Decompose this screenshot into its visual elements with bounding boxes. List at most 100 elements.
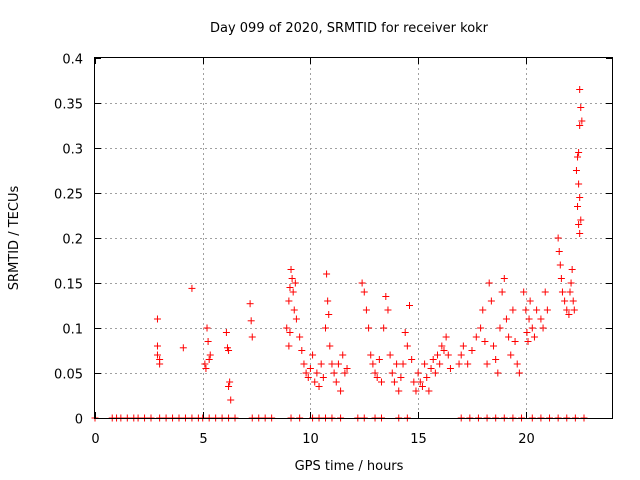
data-point (296, 333, 304, 341)
data-point (537, 315, 545, 323)
data-point (382, 293, 390, 300)
y-axis-label: SRMTID / TECUs (7, 186, 22, 291)
data-point (414, 369, 422, 377)
data-point (367, 351, 375, 359)
data-point (408, 356, 416, 363)
y-tick-label: 0.15 (54, 278, 83, 293)
data-point (360, 288, 368, 296)
data-point (530, 333, 538, 341)
data-point (341, 369, 349, 377)
data-point (395, 387, 403, 395)
axis-ticks (95, 58, 612, 419)
data-point (543, 306, 551, 314)
data-point (556, 261, 564, 269)
x-tick-label: 10 (302, 432, 319, 447)
data-point (563, 306, 571, 314)
data-point (416, 378, 424, 386)
data-point (554, 234, 562, 242)
plot-frame (94, 57, 613, 419)
data-point (323, 270, 331, 278)
data-point (575, 149, 583, 156)
data-point (509, 306, 517, 314)
data-point (309, 351, 317, 359)
grid-lines (95, 58, 612, 418)
data-point (399, 360, 407, 368)
data-point (319, 374, 327, 381)
data-point (206, 351, 214, 359)
data-point (561, 297, 569, 305)
data-point (438, 342, 446, 350)
data-point (311, 378, 319, 386)
data-point (410, 378, 418, 386)
data-point (575, 221, 583, 228)
data-point (412, 387, 420, 395)
y-tick-label: 0.4 (62, 53, 83, 68)
y-tick-label: 0.05 (54, 368, 83, 383)
data-point (306, 365, 314, 372)
data-point (533, 306, 541, 314)
data-point (485, 279, 493, 287)
data-point (203, 324, 211, 332)
data-point (222, 329, 230, 336)
data-point (494, 369, 502, 377)
data-point (513, 360, 521, 368)
y-tick-label: 0.25 (54, 188, 83, 203)
data-point (522, 306, 530, 314)
data-point (526, 297, 534, 305)
data-point (202, 365, 210, 372)
data-point (332, 378, 340, 386)
data-point (507, 351, 515, 359)
y-tick-label: 0.1 (62, 323, 83, 338)
data-point (226, 378, 234, 386)
data-point (321, 324, 329, 332)
data-point (423, 374, 431, 381)
data-point (459, 342, 467, 350)
data-point (283, 324, 291, 332)
data-point (578, 117, 586, 125)
data-point (288, 275, 296, 282)
data-point (539, 324, 547, 332)
data-point (427, 365, 435, 372)
data-point (429, 356, 437, 363)
data-point (487, 297, 495, 305)
data-point (365, 324, 373, 332)
data-point (153, 315, 161, 323)
data-point (188, 284, 196, 292)
data-point (525, 315, 533, 323)
data-point (479, 306, 487, 314)
data-point (337, 387, 345, 395)
data-point (576, 86, 584, 93)
data-point (369, 360, 377, 368)
data-point (502, 315, 510, 323)
data-point (300, 360, 308, 368)
data-point (557, 275, 565, 282)
data-point (403, 342, 411, 350)
data-point (576, 230, 584, 237)
data-point (247, 317, 255, 325)
data-point (285, 342, 293, 350)
data-point (505, 333, 513, 341)
data-point (204, 338, 212, 345)
data-point (496, 324, 504, 332)
data-point (440, 347, 448, 354)
data-series (91, 86, 588, 422)
data-point (179, 344, 187, 352)
data-point (388, 369, 396, 377)
y-tick-label: 0.3 (62, 143, 83, 158)
data-point (227, 396, 235, 404)
data-point (576, 194, 584, 201)
data-point (520, 288, 528, 296)
data-point (401, 329, 409, 336)
data-point (386, 351, 394, 359)
data-point (541, 288, 549, 296)
data-point (334, 360, 342, 368)
data-point (384, 306, 392, 314)
data-point (248, 333, 256, 341)
x-tick-label: 5 (199, 432, 207, 447)
data-point (492, 356, 500, 363)
data-point (500, 275, 508, 282)
data-point (339, 351, 347, 359)
data-point (378, 378, 386, 386)
data-point (477, 324, 485, 332)
y-tick-label: 0.2 (62, 233, 83, 248)
